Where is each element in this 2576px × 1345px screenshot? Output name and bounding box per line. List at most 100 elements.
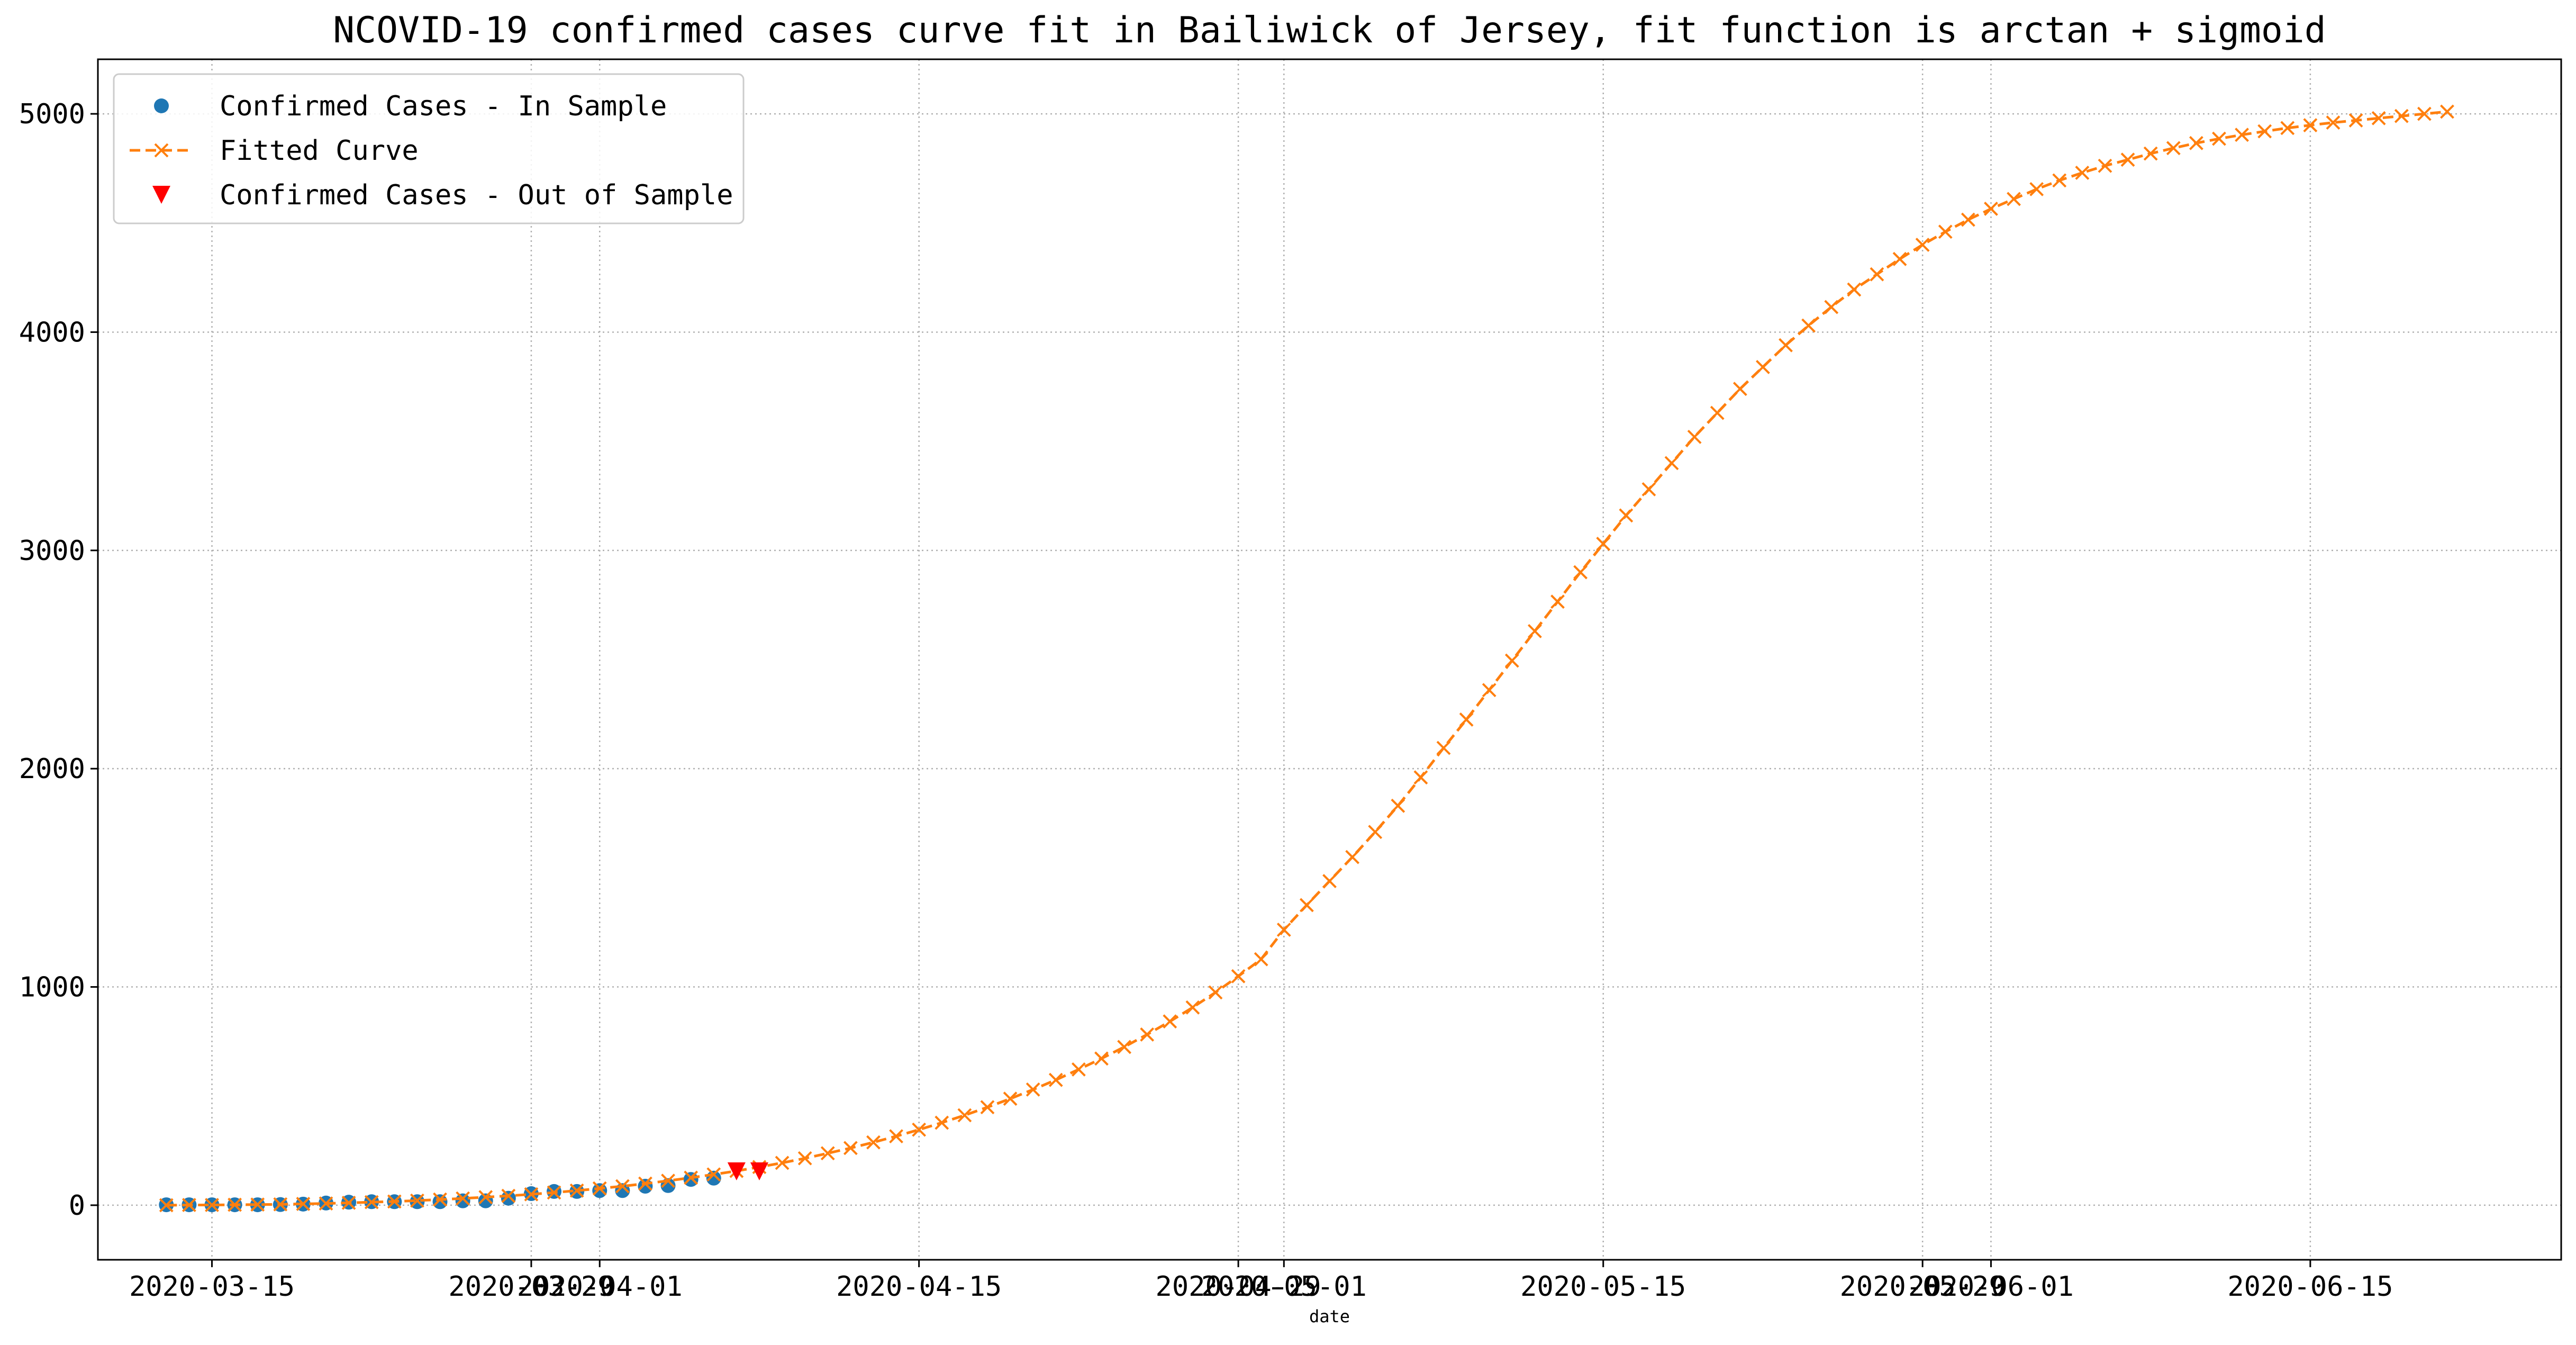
x-tick-label: 2020-06-01 [1908, 1271, 2074, 1303]
fitted-curve-point [1528, 624, 1542, 638]
y-tick-label: 0 [69, 1190, 85, 1222]
fitted-curve-point [1710, 405, 1725, 420]
fitted-curve-point [2326, 115, 2341, 130]
x-tick-label: 2020-03-15 [129, 1271, 295, 1303]
fitted-curve-point [2394, 109, 2409, 123]
in-sample-point [683, 1172, 699, 1187]
fitted-curve-point [433, 1192, 447, 1207]
in-sample-point [501, 1190, 516, 1206]
fitted-curve-point [2371, 111, 2386, 125]
chart-title: NCOVID-19 confirmed cases curve fit in B… [333, 10, 2326, 51]
y-tick-label: 5000 [19, 98, 85, 130]
fitted-curve-point [1664, 456, 1679, 471]
y-tick-label: 4000 [19, 317, 85, 348]
fitted-curve-point [2143, 146, 2158, 161]
fitted-curve-point [1870, 267, 1884, 282]
fitted-curve-point [1276, 923, 1291, 937]
fitted-curve-point [501, 1188, 516, 1203]
x-tick-label: 2020-04-29 [1156, 1271, 1321, 1303]
fitted-curve-point [1596, 537, 1611, 551]
fitted-curve-point [2417, 106, 2432, 121]
in-sample-point [638, 1179, 653, 1194]
fitted-curve-point [296, 1197, 311, 1211]
legend: Confirmed Cases - In Sample Fitted Curve C… [113, 73, 745, 224]
in-sample-point [455, 1193, 470, 1208]
y-tick-label: 1000 [19, 972, 85, 1004]
fitted-curve-point [2235, 128, 2249, 142]
fitted-curve-point [843, 1141, 858, 1156]
fitted-curve-point [1482, 683, 1496, 698]
fitted-curve-point [1550, 594, 1565, 609]
fitted-curve-point [547, 1185, 561, 1200]
fitted-curve-point [341, 1195, 356, 1210]
fitted-curve-point [2120, 152, 2135, 167]
fitted-curve-point [1847, 282, 1862, 297]
fitted-curve-point [228, 1197, 242, 1212]
fitted-curve-point [912, 1122, 927, 1137]
fitted-curve-point [1254, 952, 1268, 967]
fitted-curve-point [1231, 969, 1246, 983]
fitted-curve-point [615, 1179, 630, 1194]
fitted-curve-point [1071, 1062, 1086, 1077]
fitted-curve-point [319, 1196, 333, 1211]
fitted-curve-point [1299, 898, 1314, 913]
fitted-curve-point [592, 1181, 607, 1196]
x-tick-label: 2020-03-29 [448, 1271, 614, 1303]
fitted-curve-point [159, 1198, 174, 1213]
legend-label: Confirmed Cases - In Sample [220, 91, 667, 122]
fitted-curve-point [1094, 1051, 1109, 1066]
fitted-curve-point [2348, 113, 2363, 128]
fitted-curve-point [387, 1194, 402, 1209]
fitted-curve-point [2007, 192, 2021, 206]
in-sample-point [432, 1194, 448, 1209]
legend-label: Confirmed Cases - Out of Sample [220, 179, 733, 211]
legend-marker [154, 143, 169, 158]
fitted-curve-point [456, 1191, 470, 1206]
fitted-curve-point [1391, 798, 1405, 813]
series-2 [727, 1162, 768, 1180]
fitted-curve-point [866, 1135, 881, 1150]
fitted-curve-point [775, 1156, 790, 1170]
fitted-curve-point [1185, 1000, 1200, 1015]
series-1 [159, 104, 2454, 1213]
fitted-curve-point [1641, 482, 1656, 497]
fitted-curve-point [1779, 338, 1793, 353]
fitted-curve-point [1368, 825, 1383, 840]
fitted-curve-point [1733, 382, 1747, 396]
y-tick-label: 2000 [19, 753, 85, 785]
fitted-curve-point [1984, 202, 1998, 216]
fitted-curve-point [2029, 182, 2044, 196]
legend-marker [152, 186, 170, 204]
fitted-curve-point [706, 1167, 721, 1182]
fitted-curve-point [1026, 1082, 1040, 1097]
fitted-curve-point [684, 1170, 699, 1185]
fitted-curve-point [1117, 1040, 1131, 1054]
x-tick-label: 2020-04-15 [836, 1271, 1002, 1303]
fitted-curve-point [1961, 212, 1975, 227]
legend-marker [154, 98, 169, 113]
fitted-curve-point [820, 1146, 835, 1161]
legend-item-1: Fitted Curve [130, 135, 419, 167]
fitted-curve-point [1208, 985, 1223, 1000]
fitted-curve-point [1413, 770, 1428, 785]
fitted-curve-point [2098, 158, 2112, 173]
fitted-curve-point [1801, 318, 1816, 333]
fitted-curve-point [1140, 1027, 1155, 1042]
fitted-curve-point [638, 1176, 652, 1191]
fitted-curve-point [1322, 874, 1337, 888]
fitted-curve-point [478, 1190, 493, 1205]
legend-item-2: Confirmed Cases - Out of Sample [152, 179, 733, 211]
x-axis-label: date [1309, 1306, 1350, 1326]
fitted-curve-point [1459, 712, 1474, 727]
legend-item-0: Confirmed Cases - In Sample [154, 91, 667, 122]
fitted-curve-point [1892, 251, 1907, 266]
fitted-curve-point [2052, 173, 2067, 188]
fitted-curve-point [250, 1197, 265, 1212]
x-tick-label: 2020-05-01 [1201, 1271, 1367, 1303]
fitted-curve-point [205, 1198, 219, 1212]
fitted-curve-point [1163, 1014, 1177, 1029]
fitted-curve-point [410, 1193, 424, 1208]
fitted-curve-point [2303, 118, 2318, 132]
fitted-curve-point [182, 1198, 196, 1212]
